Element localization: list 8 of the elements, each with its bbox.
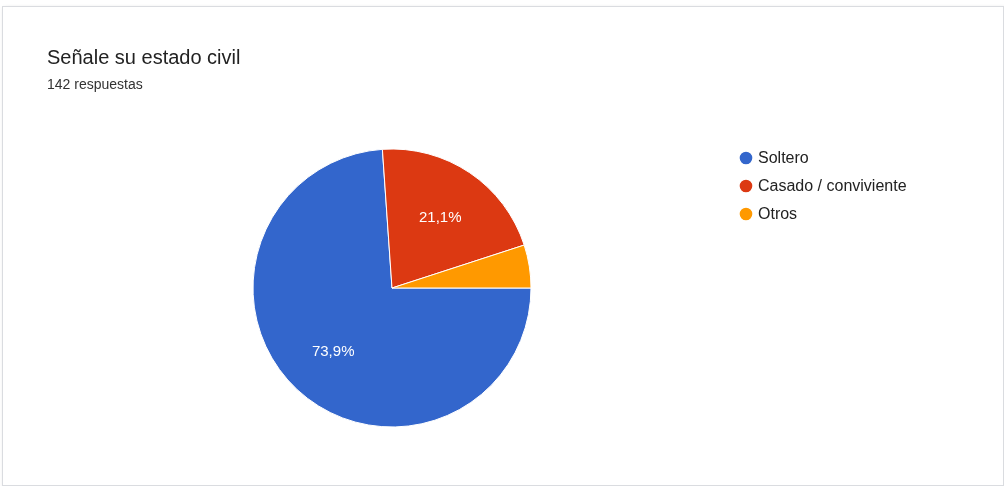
legend-label: Otros bbox=[758, 205, 798, 222]
data-label: 73,9% bbox=[311, 342, 355, 360]
chart-title: Señale su estado civil bbox=[47, 46, 241, 68]
pie-slice bbox=[252, 148, 532, 428]
legend-label: Soltero bbox=[758, 149, 809, 166]
data-label: 21,1% bbox=[418, 207, 462, 225]
legend-label: Casado / conviviente bbox=[758, 177, 907, 194]
text: 142 respuestas bbox=[47, 76, 143, 92]
